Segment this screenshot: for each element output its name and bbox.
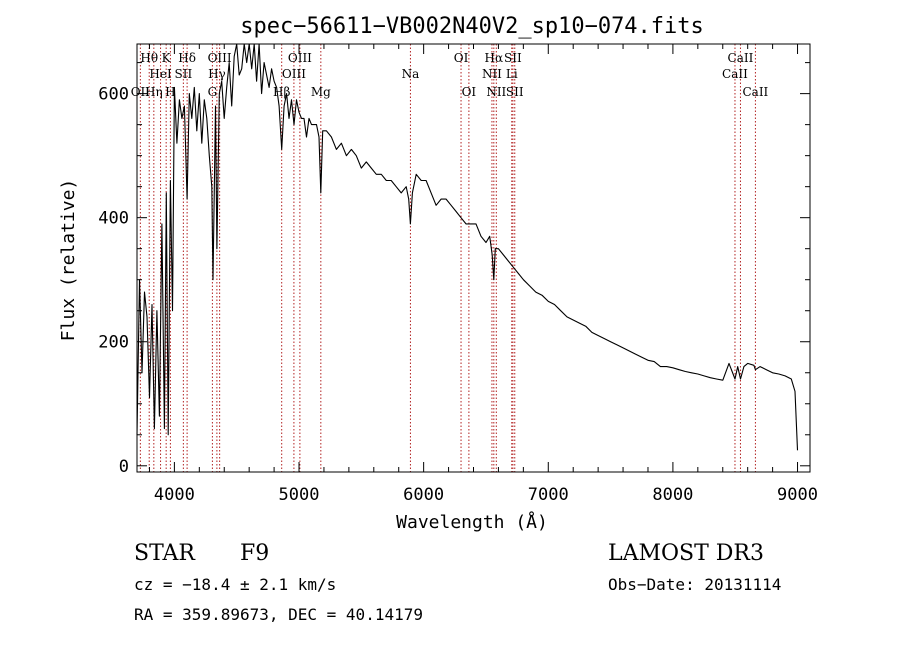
survey-name: LAMOST DR3 [608, 541, 764, 566]
y-tick-label: 400 [98, 209, 129, 229]
spectral-line-label: CaII [728, 51, 754, 65]
x-tick-label: 5000 [279, 485, 320, 505]
object-type: STAR [134, 541, 196, 566]
y-axis-label: Flux (relative) [58, 179, 79, 342]
spectral-line-label: SII [175, 67, 193, 81]
redshift-cz: cz = −18.4 ± 2.1 km/s [134, 575, 336, 594]
y-tick-label: 200 [98, 333, 129, 353]
x-tick-label: 8000 [652, 485, 693, 505]
observation-date: Obs−Date: 20131114 [608, 575, 781, 594]
spectral-line-label: SII [506, 85, 524, 99]
chart-title: spec−56611−VB002N40V2_sp10−074.fits [240, 14, 704, 39]
spectral-line-label: CaII [742, 85, 768, 99]
x-tick-label: 7000 [528, 485, 569, 505]
y-tick-label: 0 [119, 457, 129, 477]
spectral-line-markers [139, 44, 756, 472]
spectral-line-label: G [208, 85, 218, 99]
plot-frame [136, 43, 811, 473]
coordinates: RA = 359.89673, DEC = 40.14179 [134, 605, 423, 624]
spectral-line-label: OI [454, 51, 469, 65]
spectral-line-label: Hβ [273, 85, 290, 99]
spectral-line-labels: OIIHθHηHeIKHSIIHδGHγOIIIHβOIIIOIIIMgNaOI… [131, 51, 769, 99]
spectral-line-label: OII [131, 85, 151, 99]
y-tick-labels: 0 200 400 600 [98, 85, 129, 477]
spectral-line-label: HeI [149, 67, 172, 81]
spectrum-line [136, 43, 799, 451]
spectral-line-label: Hδ [178, 51, 196, 65]
spectral-subclass: F9 [240, 541, 269, 566]
spectral-line-label: Hη [145, 85, 163, 99]
spectral-line-label: SII [504, 51, 522, 65]
x-tick-label: 6000 [403, 485, 444, 505]
spectral-line-label: NII [482, 67, 502, 81]
spectral-line-label: CaII [722, 67, 748, 81]
x-tick-label: 4000 [154, 485, 195, 505]
spectral-line-label: H [165, 85, 175, 99]
spectral-line-label: OIII [208, 51, 232, 65]
spectral-line-label: Hθ [140, 51, 158, 65]
spectral-line-label: OIII [288, 51, 312, 65]
spectral-line-label: OIII [282, 67, 306, 81]
y-tick-label: 600 [98, 85, 129, 105]
spectral-line-label: Hα [485, 51, 504, 65]
spectral-line-label: Mg [311, 85, 331, 99]
x-tick-label: 9000 [777, 485, 818, 505]
spectrum-layer [136, 43, 799, 451]
x-axis-label: Wavelength (Å) [396, 511, 548, 533]
spectral-line-label: Li [506, 67, 518, 81]
axis-ticks [137, 44, 810, 472]
spectral-line-label: NII [486, 85, 506, 99]
spectral-line-label: K [162, 51, 172, 65]
spectral-line-label: Na [402, 67, 420, 81]
spectral-line-label: OI [462, 85, 477, 99]
spectral-line-label: Hγ [208, 67, 226, 81]
x-tick-labels: 4000 5000 6000 7000 8000 9000 [154, 485, 818, 505]
